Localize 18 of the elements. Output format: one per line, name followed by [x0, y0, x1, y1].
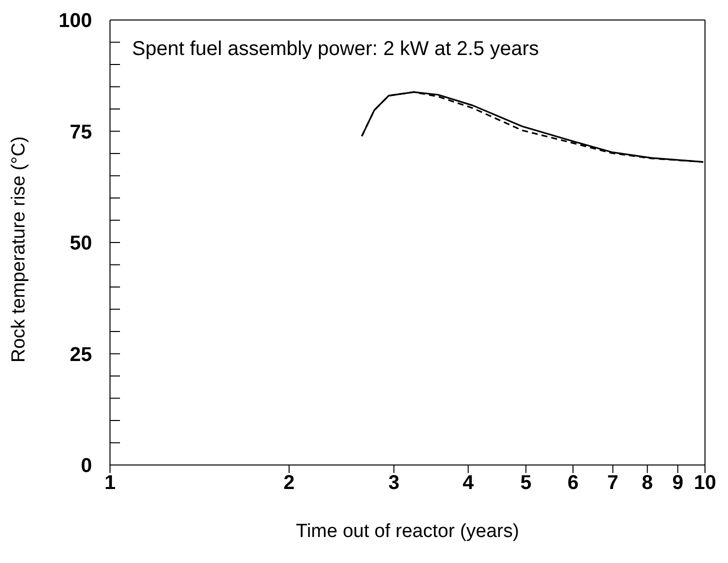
x-tick-label: 3 [388, 472, 400, 494]
x-tick-label: 1 [104, 472, 116, 494]
x-tick-label: 2 [284, 472, 295, 494]
x-tick-label: 9 [672, 472, 684, 494]
x-axis-title: Time out of reactor (years) [296, 521, 520, 542]
x-tick-label: 8 [642, 472, 653, 494]
x-tick-label: 5 [520, 472, 532, 494]
x-tick-label: 10 [694, 472, 716, 494]
x-tick-label: 4 [462, 472, 475, 494]
y-tick-label: 75 [70, 121, 92, 144]
y-tick-label: 50 [70, 232, 92, 255]
x-tick-label: 7 [607, 472, 618, 494]
annotation: Spent fuel assembly power: 2 kW at 2.5 years [132, 38, 539, 61]
y-tick-label: 25 [70, 344, 92, 366]
x-tick-label: 6 [567, 472, 579, 494]
y-axis-title: Rock temperature rise (°C) [8, 136, 30, 362]
y-tick-label: 0 [80, 455, 92, 478]
y-tick-label: 100 [58, 10, 92, 32]
